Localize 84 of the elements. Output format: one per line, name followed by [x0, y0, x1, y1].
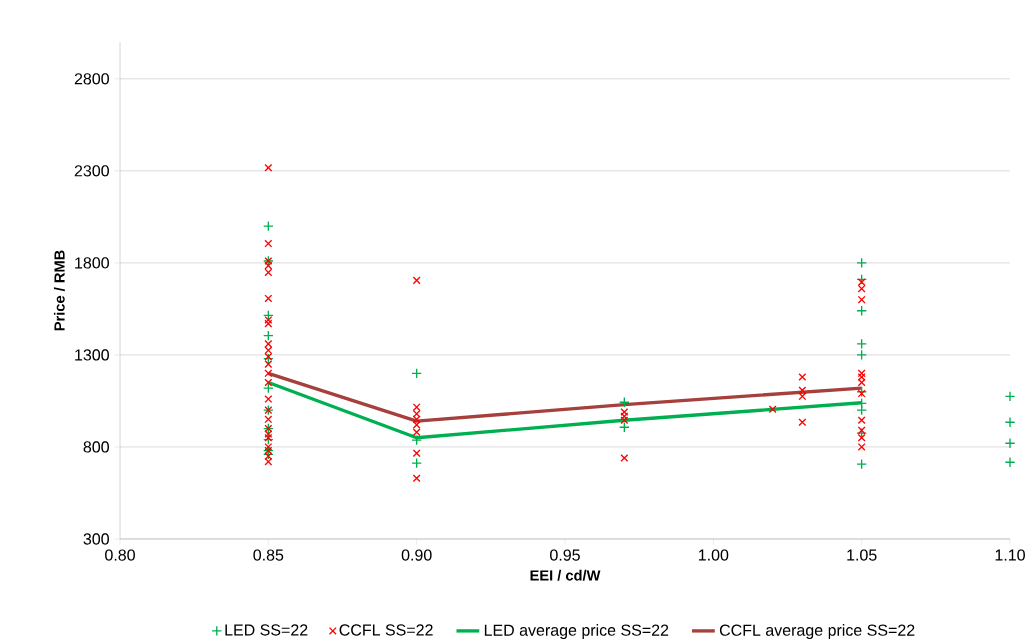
- legend-label: LED SS=22: [225, 624, 308, 636]
- legend-label: LED average price SS=22: [484, 624, 669, 639]
- point: [768, 405, 777, 414]
- point: [263, 220, 274, 232]
- point: [264, 442, 273, 451]
- point: [411, 367, 423, 379]
- point: [264, 430, 273, 439]
- point: [412, 428, 421, 437]
- point: [264, 261, 273, 270]
- x-axis-title: EEI / cd/W: [530, 569, 601, 581]
- point: [620, 454, 629, 462]
- point: [857, 442, 866, 451]
- point: [857, 369, 866, 378]
- point: [411, 457, 423, 469]
- point: [264, 163, 273, 172]
- point: [857, 426, 866, 435]
- x-tick-label: 0.95: [550, 549, 580, 561]
- point: [412, 403, 421, 412]
- point: [263, 330, 274, 341]
- point: [1004, 391, 1016, 402]
- point: [856, 257, 867, 269]
- point: [264, 315, 273, 324]
- legend-label: CCFL average price SS=22: [719, 624, 915, 639]
- point: [264, 339, 273, 348]
- point: [856, 404, 867, 416]
- point: [857, 416, 866, 425]
- point: [620, 412, 629, 421]
- y-tick-label: 1300: [75, 349, 109, 361]
- point: [264, 369, 273, 378]
- point: [798, 386, 807, 395]
- point: [264, 415, 273, 424]
- point: [620, 408, 629, 416]
- point: [412, 474, 421, 483]
- point: [856, 349, 867, 361]
- point: [1004, 416, 1016, 428]
- point: [857, 373, 866, 381]
- point: [1004, 437, 1016, 449]
- point: [619, 396, 630, 408]
- point: [412, 409, 421, 418]
- point: [620, 416, 629, 425]
- point: [1004, 456, 1016, 468]
- point: [264, 294, 273, 303]
- point: [264, 268, 273, 277]
- point: [619, 421, 630, 433]
- point: [798, 392, 807, 401]
- x-tick-label: 1.10: [995, 549, 1025, 561]
- y-tick-label: 300: [83, 533, 109, 545]
- point: [856, 274, 867, 285]
- point: [857, 378, 866, 387]
- point: [856, 338, 867, 350]
- point: [412, 449, 421, 458]
- x-tick-label: 0.90: [401, 549, 432, 561]
- point: [412, 420, 421, 429]
- point: [856, 427, 867, 439]
- x-tick-label: 0.80: [105, 549, 135, 561]
- point: [856, 458, 867, 470]
- y-tick-label: 1800: [75, 257, 109, 269]
- point: [264, 319, 273, 328]
- point: [857, 295, 866, 304]
- point: [264, 360, 273, 369]
- line-series: [266, 371, 864, 423]
- y-tick-label: 2300: [74, 165, 109, 177]
- point: [264, 457, 273, 466]
- point: [264, 378, 273, 387]
- point: [263, 310, 274, 321]
- point: [264, 395, 273, 404]
- y-tick-label: 800: [83, 441, 109, 453]
- x-tick-label: 0.85: [253, 549, 284, 561]
- point: [798, 418, 807, 427]
- point: [412, 415, 421, 424]
- point: [264, 346, 273, 355]
- point: [798, 373, 807, 381]
- legend-label: CCFL SS=22: [339, 624, 433, 636]
- point: [857, 433, 866, 442]
- x-tick-label: 1.00: [698, 549, 729, 561]
- y-tick-label: 2800: [74, 73, 109, 85]
- point: [857, 284, 866, 293]
- point: [264, 239, 273, 248]
- point: [411, 434, 423, 446]
- x-tick-label: 1.05: [847, 549, 877, 561]
- point: [856, 305, 867, 317]
- y-axis-title: Price / RMB: [53, 250, 65, 331]
- point: [857, 278, 866, 287]
- point: [412, 276, 421, 285]
